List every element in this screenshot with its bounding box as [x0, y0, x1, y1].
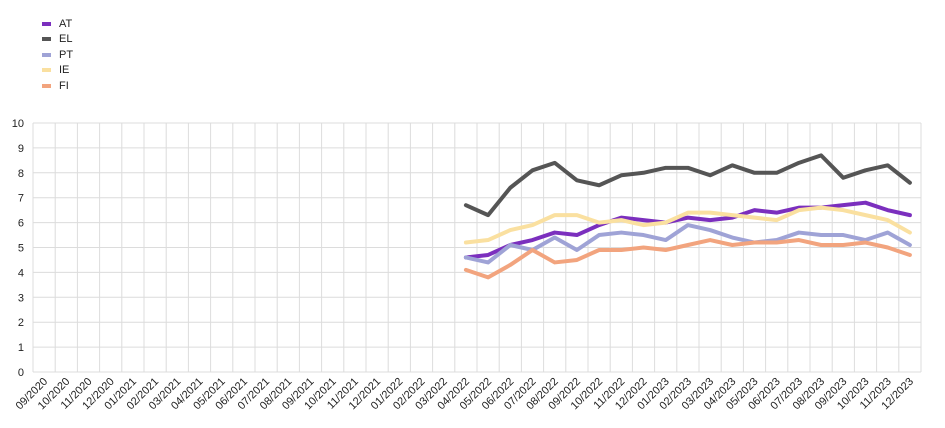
y-tick-label: 2	[18, 317, 24, 329]
legend-item-ie[interactable]: IE	[42, 63, 73, 79]
series-lines	[463, 153, 912, 280]
legend-label: IE	[59, 64, 70, 77]
series-line-ie	[463, 205, 912, 245]
y-tick-label: 10	[12, 118, 24, 130]
y-tick-label: 4	[18, 267, 24, 279]
series-line-pt	[463, 223, 912, 265]
series-line-at	[463, 200, 912, 260]
legend-item-fi[interactable]: FI	[42, 78, 73, 94]
legend-swatch	[42, 52, 51, 57]
legend-label: EL	[59, 33, 73, 46]
legend: AT EL PT IE FI	[42, 16, 73, 94]
legend-label: AT	[59, 17, 73, 30]
y-tick-label: 1	[18, 342, 24, 354]
legend-item-el[interactable]: EL	[42, 32, 73, 48]
x-axis-tick-labels: 09/202010/202011/202012/202001/202102/20…	[14, 376, 916, 413]
legend-label: PT	[59, 48, 74, 61]
legend-swatch	[42, 21, 51, 26]
y-tick-label: 5	[18, 243, 24, 255]
legend-label: FI	[59, 79, 69, 92]
legend-swatch	[42, 37, 51, 42]
gridlines	[32, 122, 922, 373]
legend-item-at[interactable]: AT	[42, 16, 73, 32]
y-axis-tick-labels: 0 1 2 3 4 5 6 7 8 9 10	[12, 118, 24, 379]
series-line-fi	[463, 238, 912, 280]
legend-swatch	[42, 83, 51, 88]
y-tick-label: 7	[18, 193, 24, 205]
legend-swatch	[42, 68, 51, 73]
y-tick-label: 9	[18, 143, 24, 155]
y-tick-label: 6	[18, 218, 24, 230]
legend-item-pt[interactable]: PT	[42, 47, 73, 63]
y-tick-label: 3	[18, 292, 24, 304]
y-tick-label: 0	[18, 367, 24, 379]
series-line-el	[463, 153, 912, 218]
y-tick-label: 8	[18, 168, 24, 180]
